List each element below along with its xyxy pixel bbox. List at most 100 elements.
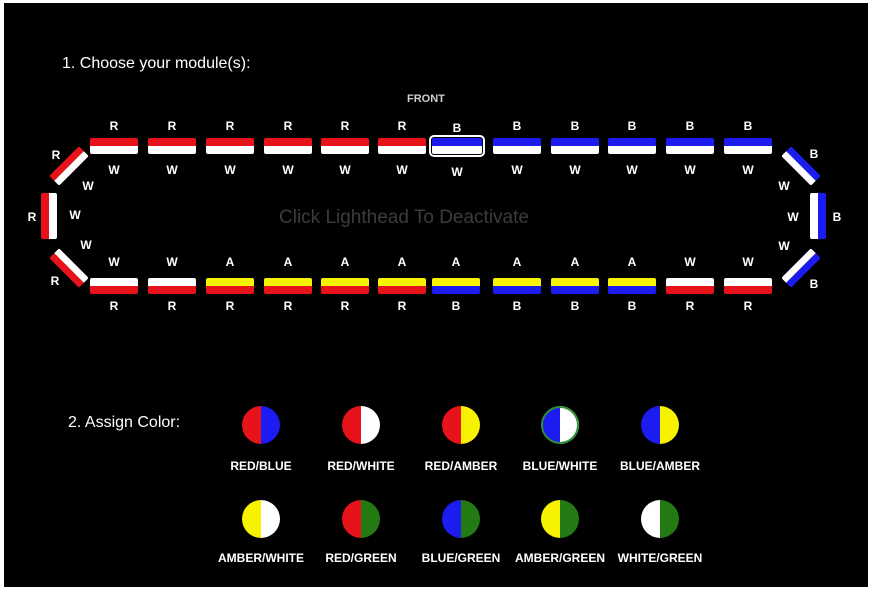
step-1-title: 1. Choose your module(s): (62, 55, 251, 72)
top-module-outer-label: B (512, 119, 522, 133)
top-module-7[interactable] (429, 135, 485, 157)
top-module-inner-label: W (742, 163, 754, 177)
bottom-module-7[interactable] (432, 278, 480, 294)
top-module-8[interactable] (493, 138, 541, 154)
bottom-module-5[interactable] (321, 278, 369, 294)
swatch-label: RED/GREEN (325, 551, 397, 565)
bottom-module-11[interactable] (666, 278, 714, 294)
top-module-outer-label: B (627, 119, 637, 133)
swatch-red-white[interactable] (342, 406, 380, 444)
corner-bottom-left-inner-label: W (80, 238, 92, 252)
bottom-module-9[interactable] (551, 278, 599, 294)
top-module-inner-label: W (224, 163, 236, 177)
left-end-outer-label: R (27, 210, 37, 224)
swatch-blue-amber[interactable] (641, 406, 679, 444)
top-module-5[interactable] (321, 138, 369, 154)
configurator-panel (4, 3, 868, 587)
swatch-red-blue[interactable] (242, 406, 280, 444)
bottom-module-outer-label: R (340, 299, 350, 313)
corner-top-left-inner-label: W (82, 179, 94, 193)
bottom-module-3[interactable] (206, 278, 254, 294)
bottom-module-inner-label: A (570, 255, 580, 269)
top-module-inner-label: W (626, 163, 638, 177)
top-module-outer-label: R (225, 119, 235, 133)
top-module-outer-label: B (743, 119, 753, 133)
bottom-module-outer-label: R (743, 299, 753, 313)
top-module-outer-label: B (452, 121, 462, 135)
top-module-inner-label: W (569, 163, 581, 177)
top-module-3[interactable] (206, 138, 254, 154)
bottom-module-inner-label: A (512, 255, 522, 269)
top-module-1[interactable] (90, 138, 138, 154)
swatch-label: BLUE/GREEN (421, 551, 501, 565)
corner-top-right-outer-label: B (809, 147, 819, 161)
top-module-6[interactable] (378, 138, 426, 154)
left-end-module[interactable] (41, 193, 57, 239)
bottom-module-outer-label: R (283, 299, 293, 313)
bottom-module-10[interactable] (608, 278, 656, 294)
top-module-12[interactable] (724, 138, 772, 154)
top-module-inner-label: W (282, 163, 294, 177)
swatch-blue-white[interactable] (541, 406, 579, 444)
swatch-red-green[interactable] (342, 500, 380, 538)
swatch-label: AMBER/WHITE (218, 551, 304, 565)
corner-top-left-outer-label: R (51, 148, 61, 162)
top-module-inner-label: W (684, 163, 696, 177)
swatch-blue-green[interactable] (442, 500, 480, 538)
top-module-inner-label: W (451, 165, 463, 179)
top-module-10[interactable] (608, 138, 656, 154)
bottom-module-6[interactable] (378, 278, 426, 294)
top-module-inner-label: W (339, 163, 351, 177)
deactivate-hint: Click Lighthead To Deactivate (279, 207, 529, 228)
swatch-amber-white[interactable] (242, 500, 280, 538)
top-module-9[interactable] (551, 138, 599, 154)
top-module-outer-label: R (109, 119, 119, 133)
top-module-outer-label: B (685, 119, 695, 133)
bottom-module-outer-label: R (109, 299, 119, 313)
swatch-label: RED/WHITE (327, 459, 395, 473)
bottom-module-outer-label: R (397, 299, 407, 313)
bottom-module-2[interactable] (148, 278, 196, 294)
top-module-11[interactable] (666, 138, 714, 154)
corner-bottom-left-outer-label: R (50, 274, 60, 288)
right-end-outer-label: B (832, 210, 842, 224)
top-module-inner-label: W (396, 163, 408, 177)
bottom-module-inner-label: A (340, 255, 350, 269)
top-module-outer-label: R (340, 119, 350, 133)
bottom-module-inner-label: A (225, 255, 235, 269)
bottom-module-4[interactable] (264, 278, 312, 294)
top-module-outer-label: R (397, 119, 407, 133)
top-module-2[interactable] (148, 138, 196, 154)
bottom-module-outer-label: B (627, 299, 637, 313)
top-module-outer-label: B (570, 119, 580, 133)
swatch-label: RED/AMBER (424, 459, 498, 473)
swatch-label: AMBER/GREEN (514, 551, 605, 565)
swatch-red-amber[interactable] (442, 406, 480, 444)
bottom-module-inner-label: W (684, 255, 696, 269)
bottom-module-8[interactable] (493, 278, 541, 294)
bottom-module-1[interactable] (90, 278, 138, 294)
bottom-module-outer-label: B (512, 299, 522, 313)
bottom-module-inner-label: W (108, 255, 120, 269)
bottom-module-inner-label: A (451, 255, 461, 269)
corner-bottom-right-outer-label: B (809, 277, 819, 291)
swatch-label: BLUE/WHITE (522, 459, 598, 473)
bottom-module-12[interactable] (724, 278, 772, 294)
swatch-white-green[interactable] (641, 500, 679, 538)
top-module-4[interactable] (264, 138, 312, 154)
step-2-title: 2. Assign Color: (68, 414, 181, 431)
swatch-amber-green[interactable] (541, 500, 579, 538)
bottom-module-outer-label: B (570, 299, 580, 313)
bottom-module-outer-label: R (685, 299, 695, 313)
bottom-module-inner-label: A (397, 255, 407, 269)
swatch-label: BLUE/AMBER (620, 459, 700, 473)
swatch-label: WHITE/GREEN (617, 551, 703, 565)
top-module-inner-label: W (108, 163, 120, 177)
bottom-module-outer-label: R (167, 299, 177, 313)
right-end-inner-label: W (787, 210, 799, 224)
left-end-inner-label: W (69, 208, 81, 222)
top-module-inner-label: W (511, 163, 523, 177)
top-module-outer-label: R (167, 119, 177, 133)
corner-bottom-right-inner-label: W (778, 239, 790, 253)
right-end-module[interactable] (810, 193, 826, 239)
